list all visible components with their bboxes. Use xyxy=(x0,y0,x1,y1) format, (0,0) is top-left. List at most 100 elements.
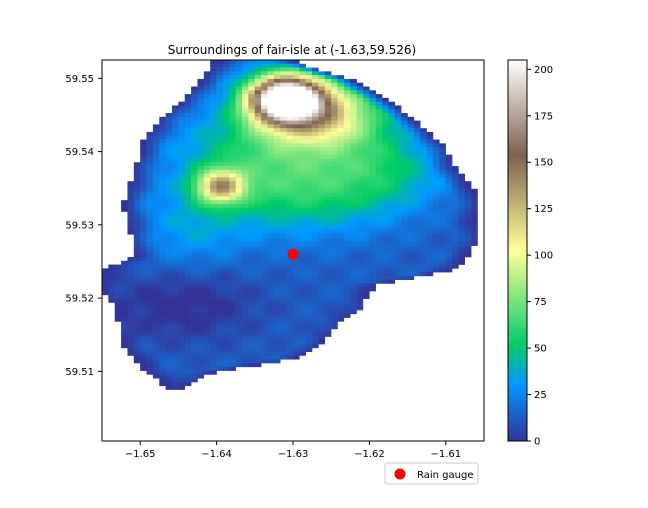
heatmap-cell xyxy=(121,317,128,322)
heatmap-cell xyxy=(229,143,236,148)
heatmap-cell xyxy=(292,105,300,110)
x-tick-label: −1.62 xyxy=(354,449,385,460)
heatmap-cell xyxy=(439,158,446,163)
heatmap-cell xyxy=(229,347,236,352)
heatmap-cell xyxy=(254,291,262,296)
heatmap-cell xyxy=(362,241,370,246)
colorbar xyxy=(507,59,528,442)
heatmap-cell xyxy=(248,67,256,72)
heatmap-cell xyxy=(369,116,376,121)
heatmap-cell xyxy=(388,211,396,216)
heatmap-cell xyxy=(261,67,268,72)
heatmap-cell xyxy=(407,253,415,258)
heatmap-cell xyxy=(222,351,230,356)
heatmap-cell xyxy=(394,268,402,273)
heatmap-cell xyxy=(203,188,211,193)
heatmap-cell xyxy=(242,120,249,125)
heatmap-cell xyxy=(216,139,224,144)
heatmap-cell xyxy=(146,230,154,235)
heatmap-cell xyxy=(121,291,128,296)
heatmap-cell xyxy=(172,215,179,220)
heatmap-cell xyxy=(464,253,472,258)
heatmap-cell xyxy=(210,97,217,102)
heatmap-cell xyxy=(140,249,147,254)
heatmap-cell xyxy=(324,219,332,224)
heatmap-cell xyxy=(267,173,275,178)
heatmap-cell xyxy=(426,222,434,227)
heatmap-cell xyxy=(102,287,109,292)
heatmap-cell xyxy=(165,203,173,209)
heatmap-cell xyxy=(375,124,383,129)
heatmap-cell xyxy=(165,310,173,315)
heatmap-cell xyxy=(242,226,249,231)
heatmap-cell xyxy=(420,162,427,167)
heatmap-cell xyxy=(458,219,466,224)
heatmap-cell xyxy=(324,116,332,121)
heatmap-cell xyxy=(235,215,243,220)
heatmap-cell xyxy=(216,332,224,337)
heatmap-cell xyxy=(184,192,192,197)
heatmap-cell xyxy=(140,169,147,174)
heatmap-cell xyxy=(235,166,243,171)
heatmap-cell xyxy=(286,310,294,315)
heatmap-cell xyxy=(261,226,268,231)
heatmap-cell xyxy=(350,97,357,102)
heatmap-cell xyxy=(254,264,262,269)
heatmap-cell xyxy=(159,249,166,254)
heatmap-cell xyxy=(222,166,230,171)
heatmap-cell xyxy=(159,328,166,334)
heatmap-cell xyxy=(216,97,224,102)
heatmap-cell xyxy=(235,313,243,318)
heatmap-cell xyxy=(273,101,281,106)
heatmap-cell xyxy=(388,275,396,281)
heatmap-cell xyxy=(242,131,249,137)
heatmap-cell xyxy=(197,351,205,356)
heatmap-cell xyxy=(172,298,179,303)
heatmap-cell xyxy=(312,185,319,190)
heatmap-cell xyxy=(178,162,186,167)
heatmap-cell xyxy=(127,215,135,220)
heatmap-cell xyxy=(439,177,446,182)
heatmap-cell xyxy=(197,169,205,174)
heatmap-cell xyxy=(229,291,236,296)
heatmap-cell xyxy=(426,215,434,220)
heatmap-cell xyxy=(165,158,173,163)
heatmap-cell xyxy=(159,154,166,159)
heatmap-cell xyxy=(280,139,287,144)
heatmap-cell xyxy=(222,313,230,318)
heatmap-cell xyxy=(229,359,236,364)
heatmap-cell xyxy=(286,120,294,125)
heatmap-cell xyxy=(203,310,211,315)
heatmap-cell xyxy=(382,241,389,246)
heatmap-cell xyxy=(273,222,281,227)
heatmap-cell xyxy=(267,310,275,315)
heatmap-cell xyxy=(267,313,275,318)
heatmap-cell xyxy=(261,291,268,296)
heatmap-cell xyxy=(242,158,249,163)
heatmap-cell xyxy=(222,71,230,76)
heatmap-cell xyxy=(394,109,402,114)
heatmap-cell xyxy=(356,105,364,110)
heatmap-cell xyxy=(426,256,434,262)
heatmap-cell xyxy=(356,279,364,284)
heatmap-cell xyxy=(235,306,243,311)
heatmap-cell xyxy=(286,287,294,292)
heatmap-cell xyxy=(229,211,236,216)
heatmap-cell xyxy=(305,196,313,201)
heatmap-cell xyxy=(292,241,300,246)
heatmap-cell xyxy=(413,211,421,216)
heatmap-cell xyxy=(337,116,345,121)
heatmap-cell xyxy=(432,150,440,155)
heatmap-cell xyxy=(210,336,217,341)
heatmap-cell xyxy=(197,211,205,216)
heatmap-cell xyxy=(216,78,224,84)
heatmap-cell xyxy=(362,253,370,258)
colorbar-tick-label: 100 xyxy=(534,251,553,262)
heatmap-cell xyxy=(229,60,236,65)
heatmap-cell xyxy=(121,332,128,337)
heatmap-cell xyxy=(242,253,249,258)
heatmap-cell xyxy=(159,139,166,144)
heatmap-cell xyxy=(216,313,224,318)
heatmap-cell xyxy=(146,166,154,171)
heatmap-cell xyxy=(267,241,275,246)
